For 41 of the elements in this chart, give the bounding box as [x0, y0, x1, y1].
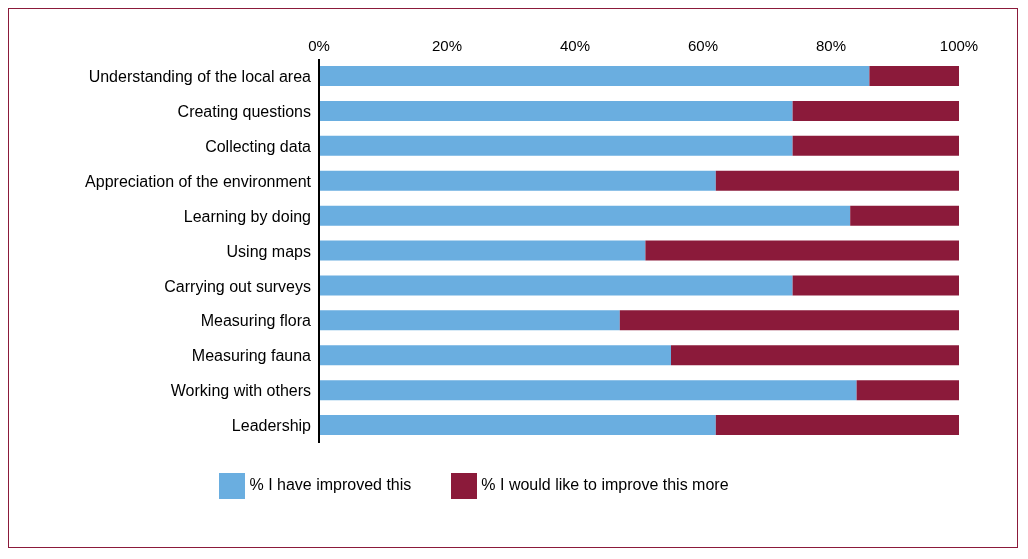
bar	[715, 170, 959, 191]
bar	[645, 240, 959, 261]
y-tick-label: Appreciation of the environment	[85, 172, 312, 190]
bar	[319, 66, 870, 86]
bar	[319, 100, 793, 121]
bar	[319, 415, 716, 436]
x-tick-label: 80%	[815, 37, 847, 54]
bar	[319, 310, 620, 331]
bar	[850, 205, 959, 226]
bar	[792, 100, 959, 121]
legend-label: % I have improved this	[249, 476, 412, 494]
bar	[319, 380, 857, 401]
legend-label: % I would like to improve this more	[481, 476, 729, 494]
bar	[319, 275, 793, 296]
y-tick-label: Carrying out surveys	[164, 277, 311, 295]
bar	[319, 170, 716, 191]
y-tick-label: Using maps	[226, 242, 311, 260]
x-tick-label: 0%	[308, 37, 330, 54]
bar	[319, 345, 671, 366]
bar	[856, 380, 959, 401]
bar	[792, 135, 959, 156]
y-tick-label: Leadership	[231, 417, 312, 435]
bar	[319, 240, 646, 261]
y-tick-label: Measuring flora	[200, 312, 312, 330]
bar	[715, 415, 959, 436]
x-tick-label: 40%	[559, 37, 591, 54]
y-tick-label: Working with others	[170, 382, 311, 400]
bar	[869, 66, 959, 86]
bar	[619, 310, 959, 331]
x-tick-label: 60%	[687, 37, 719, 54]
x-tick-label: 20%	[431, 37, 463, 54]
bar	[671, 345, 959, 366]
y-tick-label: Learning by doing	[183, 207, 311, 225]
y-tick-label: Creating questions	[177, 103, 311, 121]
y-tick-label: Measuring fauna	[191, 347, 312, 365]
x-tick-label: 100%	[939, 37, 979, 54]
y-tick-label: Understanding of the local area	[88, 68, 312, 86]
bar	[792, 275, 959, 296]
bar	[319, 205, 851, 226]
bar	[319, 135, 793, 156]
y-tick-label: Collecting data	[205, 137, 312, 155]
